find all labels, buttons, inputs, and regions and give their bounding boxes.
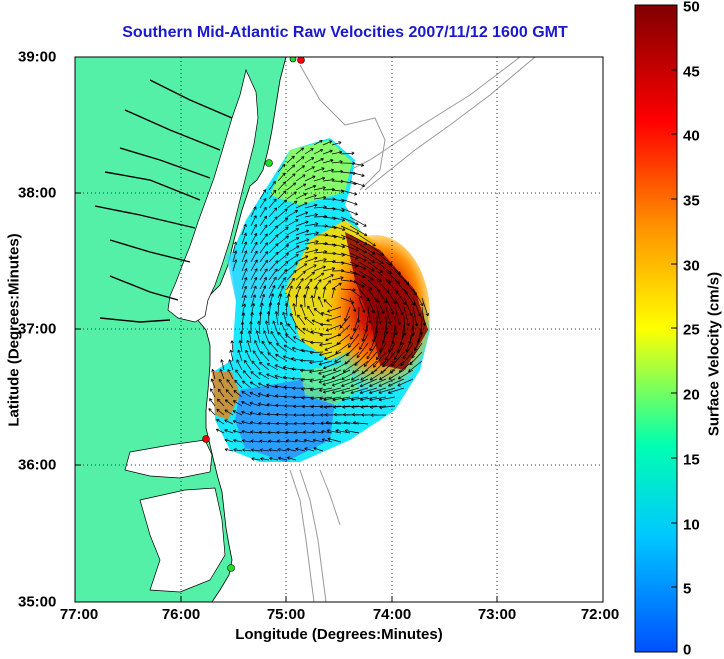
y-tick-label: 37:00 [18, 320, 57, 338]
chesapeake-bay [167, 68, 259, 323]
colorbar-tick-label: 50 [683, 0, 700, 16]
colorbar-tick-label: 45 [683, 63, 700, 81]
colorbar-tick-label: 5 [683, 580, 692, 598]
tributaries [94, 79, 233, 323]
y-axis-label: Latitude (Degrees:Minutes) [5, 233, 23, 427]
colorbar-label: Surface Velocity (cm/s) [705, 271, 723, 437]
map-title: Southern Mid-Atlantic Raw Velocities 200… [122, 24, 568, 41]
colorbar-tick-label: 10 [683, 516, 700, 534]
x-tick-label: 76:00 [161, 606, 201, 623]
x-tick-label: 74:00 [372, 606, 412, 623]
colorbar-tick-label: 15 [683, 451, 700, 469]
colorbar-tick-label: 30 [683, 257, 700, 275]
grid-lines [75, 57, 603, 602]
station-marker [265, 159, 273, 167]
y-tick-label: 39:00 [18, 48, 57, 66]
station-marker [297, 57, 305, 64]
station-marker [202, 435, 210, 443]
x-axis-label: Longitude (Degrees:Minutes) [235, 626, 443, 643]
velocity-arrow-set [208, 139, 429, 461]
colorbar-tick-label: 0 [683, 641, 692, 659]
colorbar-tick-label: 20 [683, 386, 700, 404]
x-tick-label: 75:00 [266, 606, 306, 623]
colorbar-ticks [671, 4, 677, 588]
station-marker [227, 564, 235, 572]
y-tick-label: 38:00 [18, 184, 57, 202]
x-tick-label: 77:00 [59, 606, 99, 623]
y-tick-label: 36:00 [18, 456, 57, 474]
colorbar-tick-label: 35 [683, 192, 700, 210]
colorbar [634, 4, 678, 653]
colorbar-tick-label: 25 [683, 321, 700, 339]
colorbar-tick-label: 40 [683, 127, 700, 145]
y-tick-label: 35:00 [18, 593, 57, 611]
station-marker [289, 57, 297, 63]
velocity-vectors [208, 139, 429, 461]
x-tick-label: 73:00 [477, 606, 517, 623]
albemarle-sound [124, 439, 213, 479]
axis-ticks [75, 192, 498, 602]
x-tick-label: 72:00 [580, 606, 620, 623]
pamlico-sound [139, 487, 226, 593]
